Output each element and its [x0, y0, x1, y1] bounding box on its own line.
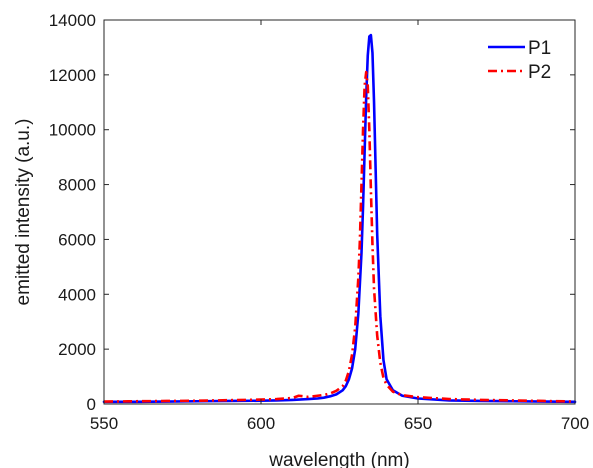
y-tick-label: 6000 — [58, 230, 96, 249]
x-tick-label: 600 — [247, 414, 275, 433]
y-tick-label: 0 — [87, 395, 96, 414]
y-tick-label: 10000 — [49, 121, 96, 140]
plot-background — [104, 20, 575, 404]
plot-frame — [103, 19, 576, 405]
y-axis-label: emitted intensity (a.u.) — [13, 119, 34, 306]
legend-label-p2: P2 — [528, 62, 551, 83]
legend-label-p1: P1 — [528, 38, 551, 59]
y-tick-label: 12000 — [49, 66, 96, 85]
tick-layer: 550 600 650 700 0 2000 4000 6000 8000 10000 12000 1… — [49, 11, 589, 433]
series-layer — [102, 33, 577, 404]
series-line-p1 — [102, 33, 577, 404]
y-tick-label: 2000 — [58, 340, 96, 359]
x-tick-label: 550 — [90, 414, 118, 433]
x-axis-label: wavelength (nm) — [268, 450, 409, 468]
y-tick-label: 4000 — [58, 285, 96, 304]
y-tick-label: 8000 — [58, 176, 96, 195]
x-tick-label: 650 — [404, 414, 432, 433]
y-tick-label: 14000 — [49, 11, 96, 30]
x-tick-label: 700 — [561, 414, 589, 433]
series-line-p2 — [103, 70, 576, 403]
